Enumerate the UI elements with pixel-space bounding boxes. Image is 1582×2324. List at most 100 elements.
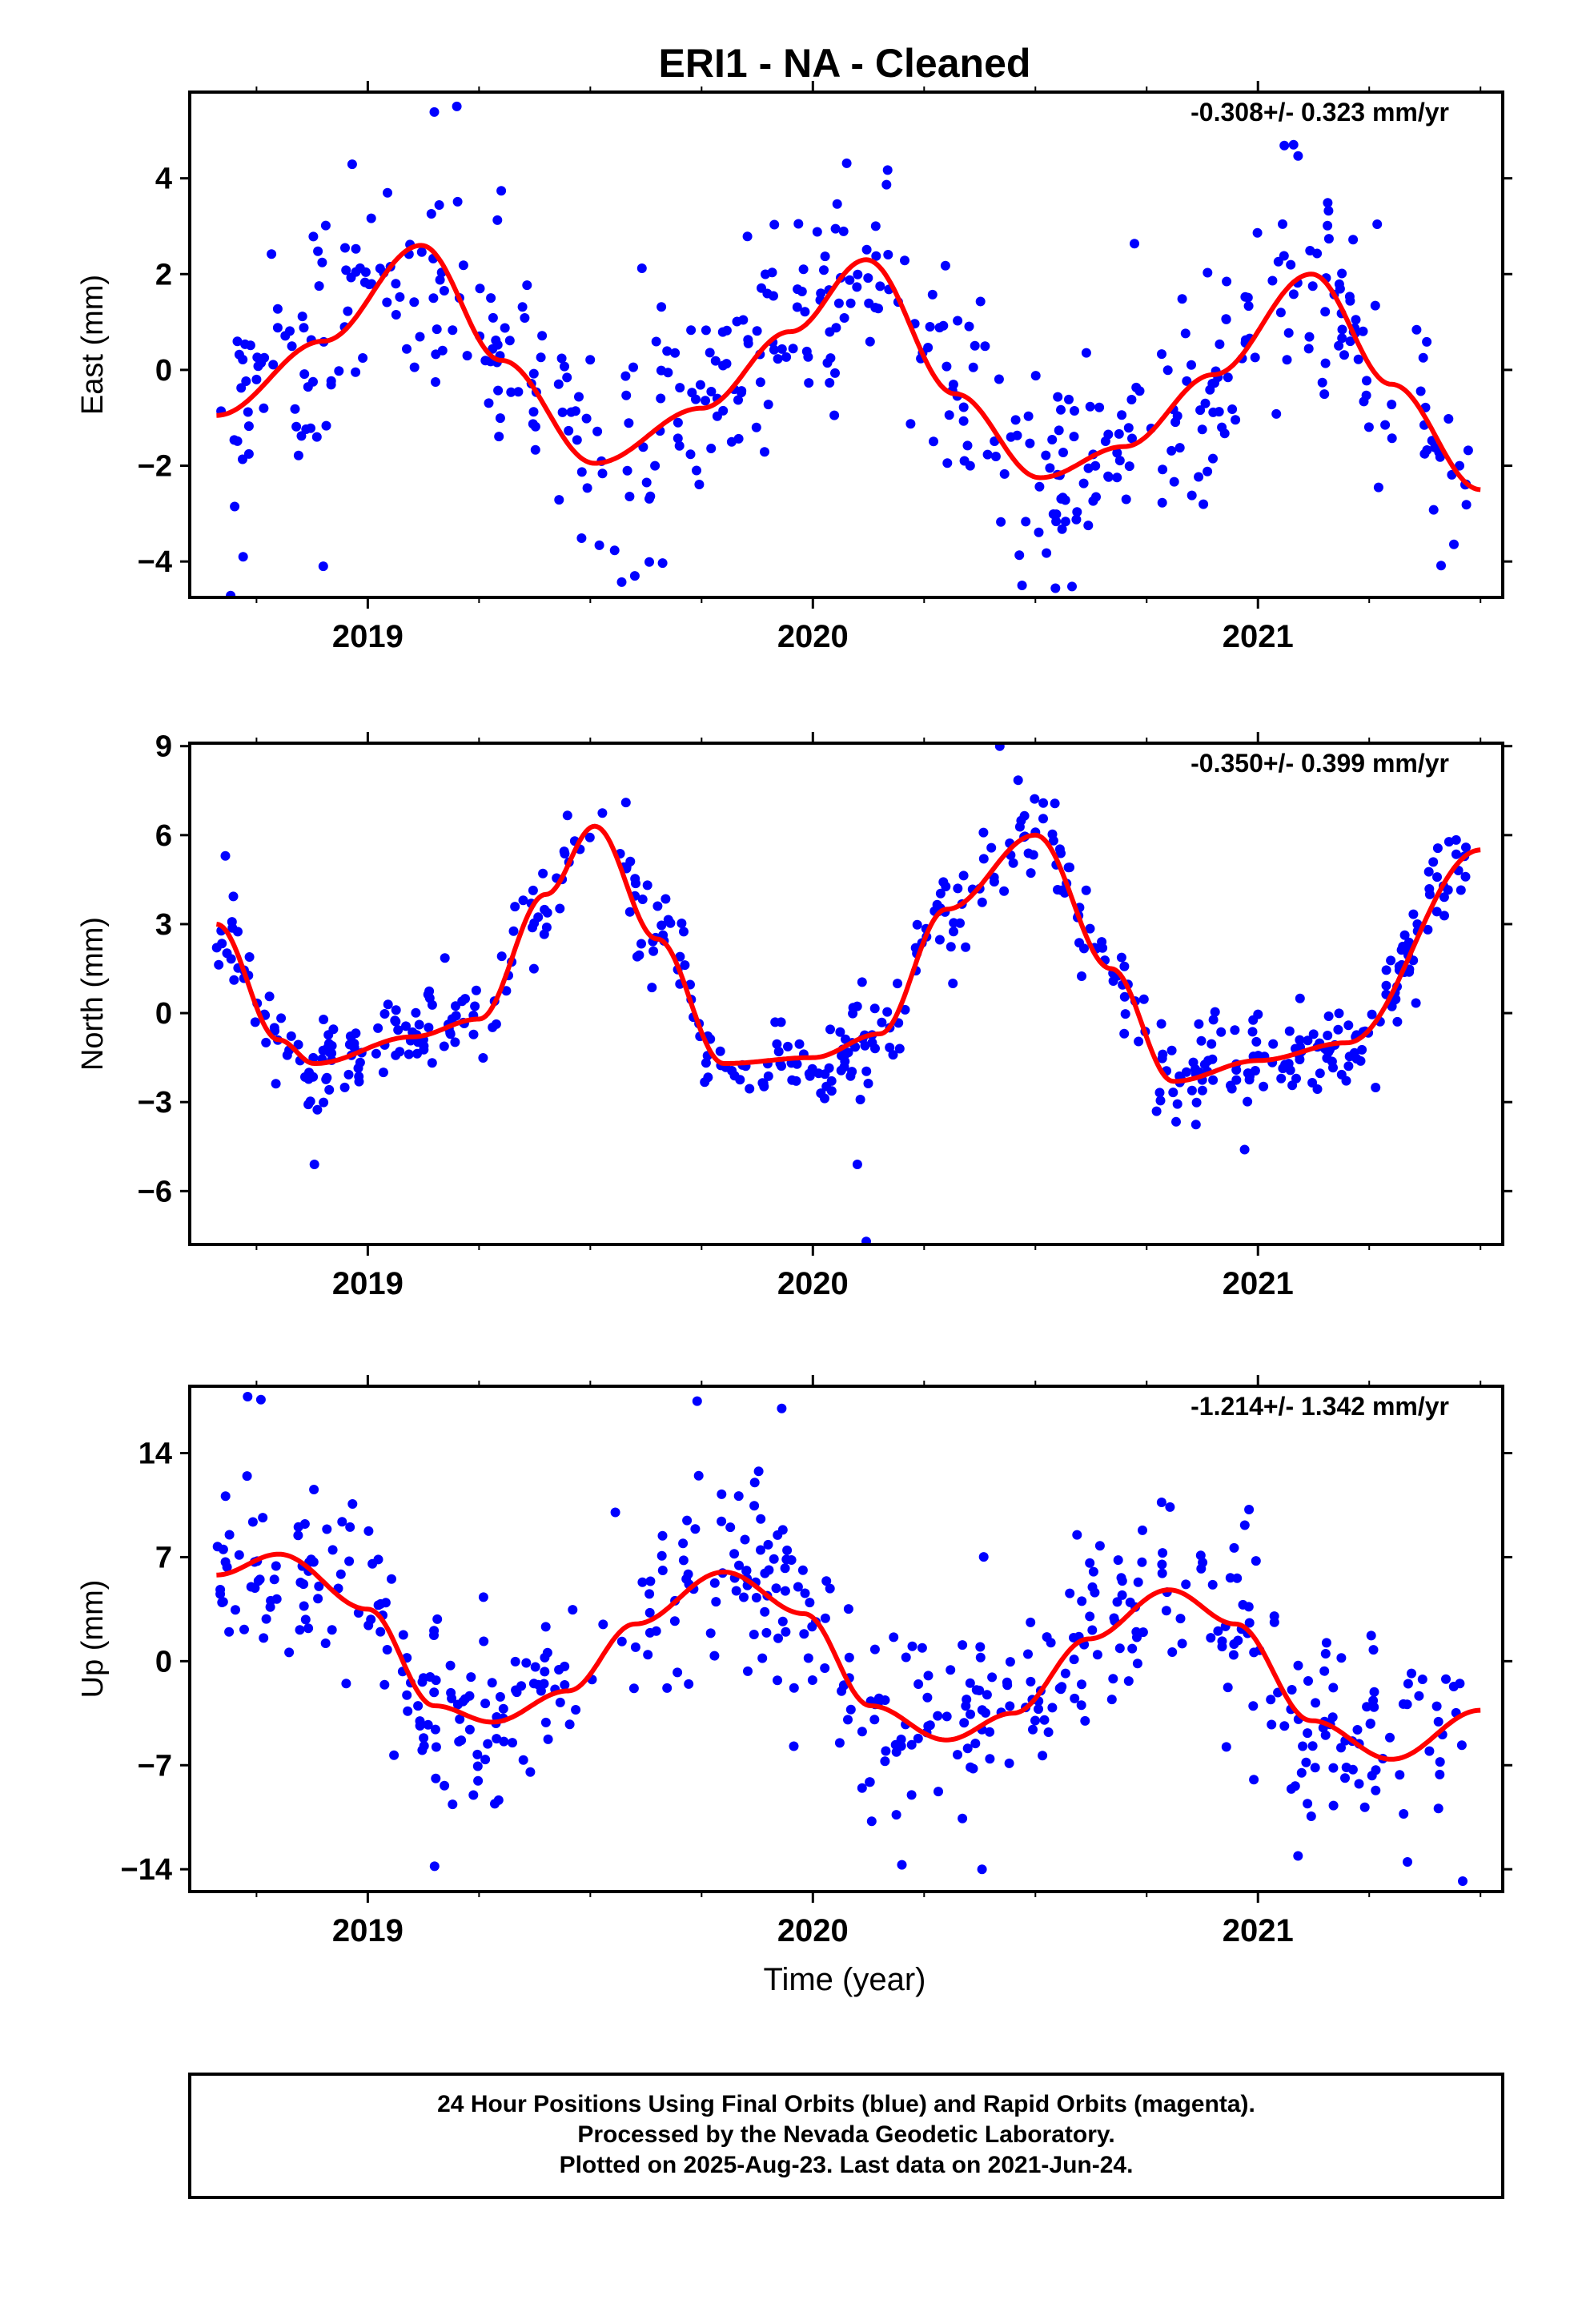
data-point	[942, 458, 953, 468]
data-point	[554, 495, 564, 505]
data-point	[1083, 463, 1094, 473]
data-point	[1268, 1039, 1279, 1049]
data-point	[473, 1775, 484, 1786]
data-point	[1372, 219, 1383, 229]
data-point	[440, 1780, 450, 1791]
data-point	[498, 1703, 508, 1714]
data-point	[308, 231, 319, 242]
data-point	[411, 1007, 421, 1018]
data-point	[296, 431, 307, 441]
data-point	[1207, 1054, 1218, 1064]
data-point	[711, 1597, 721, 1607]
data-point	[970, 340, 980, 351]
data-point	[334, 366, 344, 376]
data-point	[1283, 328, 1294, 338]
data-point	[1371, 1765, 1381, 1775]
data-point	[533, 912, 544, 923]
data-point	[1056, 404, 1066, 415]
data-point	[1019, 810, 1030, 821]
data-point	[496, 186, 507, 196]
data-point	[308, 376, 318, 387]
data-point	[1172, 1099, 1182, 1109]
data-point	[692, 465, 701, 476]
data-point	[233, 927, 243, 937]
data-point	[1050, 583, 1061, 593]
data-point	[990, 452, 1001, 461]
data-point	[861, 244, 872, 255]
data-point	[789, 1683, 799, 1693]
data-point	[570, 406, 580, 416]
data-point	[366, 1614, 376, 1625]
data-point	[346, 272, 356, 283]
data-point	[1014, 550, 1025, 561]
data-point	[894, 1043, 905, 1054]
data-point	[345, 1031, 355, 1041]
data-point	[1232, 1573, 1243, 1583]
data-point	[1278, 219, 1287, 229]
data-point	[560, 1680, 570, 1690]
data-point	[625, 856, 636, 866]
data-point	[1194, 472, 1204, 482]
data-point	[978, 854, 989, 864]
data-point	[448, 325, 458, 336]
data-point	[448, 1799, 458, 1810]
data-point	[1303, 344, 1314, 354]
data-point	[1298, 1741, 1308, 1751]
data-point	[757, 1653, 768, 1663]
data-point	[1222, 276, 1232, 287]
data-point	[1355, 1055, 1366, 1066]
data-point	[925, 322, 935, 332]
data-point	[1269, 1611, 1279, 1622]
data-point	[564, 1719, 575, 1730]
data-point	[1051, 517, 1062, 527]
data-point	[1054, 425, 1064, 436]
data-point	[760, 1606, 770, 1617]
data-point	[564, 425, 574, 436]
data-point	[777, 1525, 788, 1535]
data-point	[1138, 1525, 1147, 1535]
data-point	[1422, 336, 1432, 347]
data-point	[1026, 868, 1036, 879]
data-point	[255, 1394, 266, 1405]
data-point	[807, 1675, 817, 1685]
data-point	[999, 468, 1010, 479]
data-point	[1186, 360, 1196, 370]
chart-title: ERI1 - NA - Cleaned	[659, 41, 1031, 86]
data-point	[363, 1526, 374, 1536]
data-point	[830, 223, 841, 234]
data-point	[741, 1566, 752, 1576]
data-point	[745, 1084, 755, 1094]
east-y-axis-label: East (mm)	[76, 275, 110, 415]
data-point	[1370, 300, 1380, 311]
data-point	[734, 1560, 744, 1570]
data-point	[896, 1741, 906, 1751]
data-point	[773, 1047, 784, 1057]
data-point	[1327, 1712, 1338, 1723]
data-point	[557, 407, 568, 417]
data-point	[478, 1053, 488, 1063]
data-point	[1293, 1851, 1303, 1861]
data-point	[518, 895, 528, 906]
data-point	[440, 953, 450, 963]
data-point	[1077, 1679, 1086, 1690]
y-tick-label: 14	[139, 1437, 172, 1471]
data-point	[1343, 1020, 1354, 1031]
data-point	[700, 1077, 710, 1088]
data-point	[820, 1663, 830, 1673]
data-point	[1293, 1660, 1303, 1671]
data-point	[431, 1773, 441, 1783]
data-point	[944, 410, 954, 420]
data-point	[757, 1078, 768, 1088]
data-point	[1137, 1557, 1147, 1567]
data-point	[1005, 1657, 1015, 1667]
data-point	[966, 1762, 976, 1772]
data-point	[480, 1755, 491, 1765]
data-point	[885, 1043, 895, 1052]
data-point	[1004, 1758, 1014, 1768]
data-point	[782, 1545, 793, 1555]
y-tick-label: −6	[138, 1175, 172, 1208]
data-point	[1443, 414, 1454, 424]
data-point	[869, 1003, 880, 1014]
data-point	[320, 1638, 331, 1648]
data-point	[1319, 389, 1330, 400]
